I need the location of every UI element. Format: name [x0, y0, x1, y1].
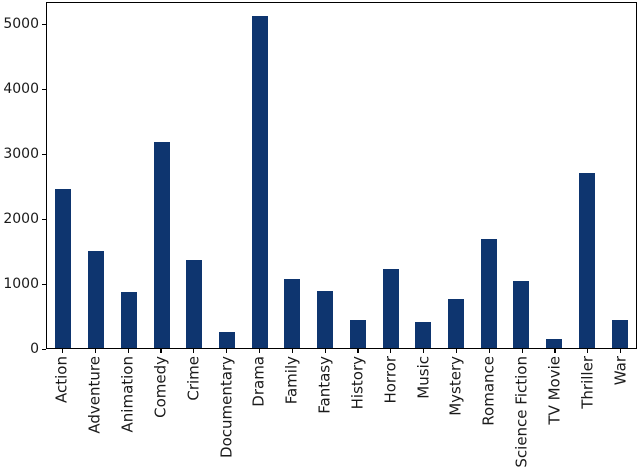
y-tick	[42, 283, 46, 285]
y-tick	[42, 89, 46, 91]
bar-science-fiction	[513, 280, 530, 348]
x-tick	[258, 349, 261, 353]
x-tick-label-fantasy: Fantasy	[315, 356, 334, 414]
x-tick	[587, 349, 589, 353]
bar-mystery	[448, 298, 465, 348]
bar-animation	[120, 291, 137, 348]
plot-area	[46, 2, 637, 349]
y-tick-label: 4000	[3, 81, 39, 98]
bar-drama	[251, 16, 268, 348]
x-tick-label-war: War	[611, 356, 630, 386]
bar-documentary	[218, 332, 235, 348]
x-tick-label-tv-movie: TV Movie	[545, 356, 564, 425]
x-tick-label-mystery: Mystery	[446, 356, 465, 416]
y-tick	[42, 24, 46, 26]
x-tick	[357, 349, 359, 353]
bar-adventure	[88, 251, 105, 348]
x-tick	[291, 349, 293, 353]
x-tick-label-family: Family	[282, 356, 301, 405]
x-tick	[390, 349, 392, 353]
bar-comedy	[153, 141, 170, 348]
bar-history	[349, 319, 366, 348]
bar-war	[611, 319, 628, 348]
x-tick-label-thriller: Thriller	[578, 356, 597, 409]
x-tick	[160, 349, 162, 353]
y-tick-label: 0	[30, 340, 39, 357]
y-tick-label: 1000	[3, 275, 39, 292]
x-tick	[193, 349, 195, 353]
x-tick	[127, 349, 129, 353]
y-tick	[42, 218, 46, 220]
x-tick	[324, 349, 326, 353]
y-tick-label: 5000	[3, 16, 39, 33]
x-tick-label-romance: Romance	[479, 356, 498, 426]
x-tick-label-animation: Animation	[118, 356, 137, 433]
bar-music	[415, 322, 432, 348]
x-tick	[455, 349, 458, 353]
x-tick	[521, 349, 523, 353]
bar-fantasy	[317, 290, 334, 348]
bar-thriller	[578, 172, 595, 348]
bar-tv-movie	[546, 338, 563, 348]
x-tick	[61, 349, 64, 353]
x-tick	[488, 349, 490, 353]
x-tick	[423, 349, 425, 353]
x-tick-label-drama: Drama	[249, 356, 268, 407]
bar-action	[55, 189, 72, 348]
x-tick-label-adventure: Adventure	[85, 356, 104, 434]
y-tick-label: 3000	[3, 145, 39, 162]
x-tick-label-comedy: Comedy	[151, 356, 170, 418]
x-tick-label-music: Music	[414, 356, 433, 399]
x-tick-label-horror: Horror	[381, 356, 400, 404]
x-tick-label-history: History	[348, 356, 367, 410]
y-tick-label: 2000	[3, 210, 39, 227]
x-tick-label-action: Action	[52, 356, 71, 403]
bar-romance	[480, 238, 497, 348]
bar-crime	[186, 259, 203, 348]
x-tick	[226, 349, 228, 353]
x-tick	[620, 349, 622, 353]
y-tick	[42, 348, 46, 350]
x-tick	[554, 349, 556, 353]
x-tick	[94, 349, 96, 353]
x-tick-label-science-fiction: Science Fiction	[512, 356, 531, 468]
x-tick-label-documentary: Documentary	[217, 356, 236, 458]
x-tick-label-crime: Crime	[184, 356, 203, 401]
bar-horror	[382, 269, 399, 348]
bar-family	[284, 279, 301, 348]
y-tick	[42, 153, 46, 156]
